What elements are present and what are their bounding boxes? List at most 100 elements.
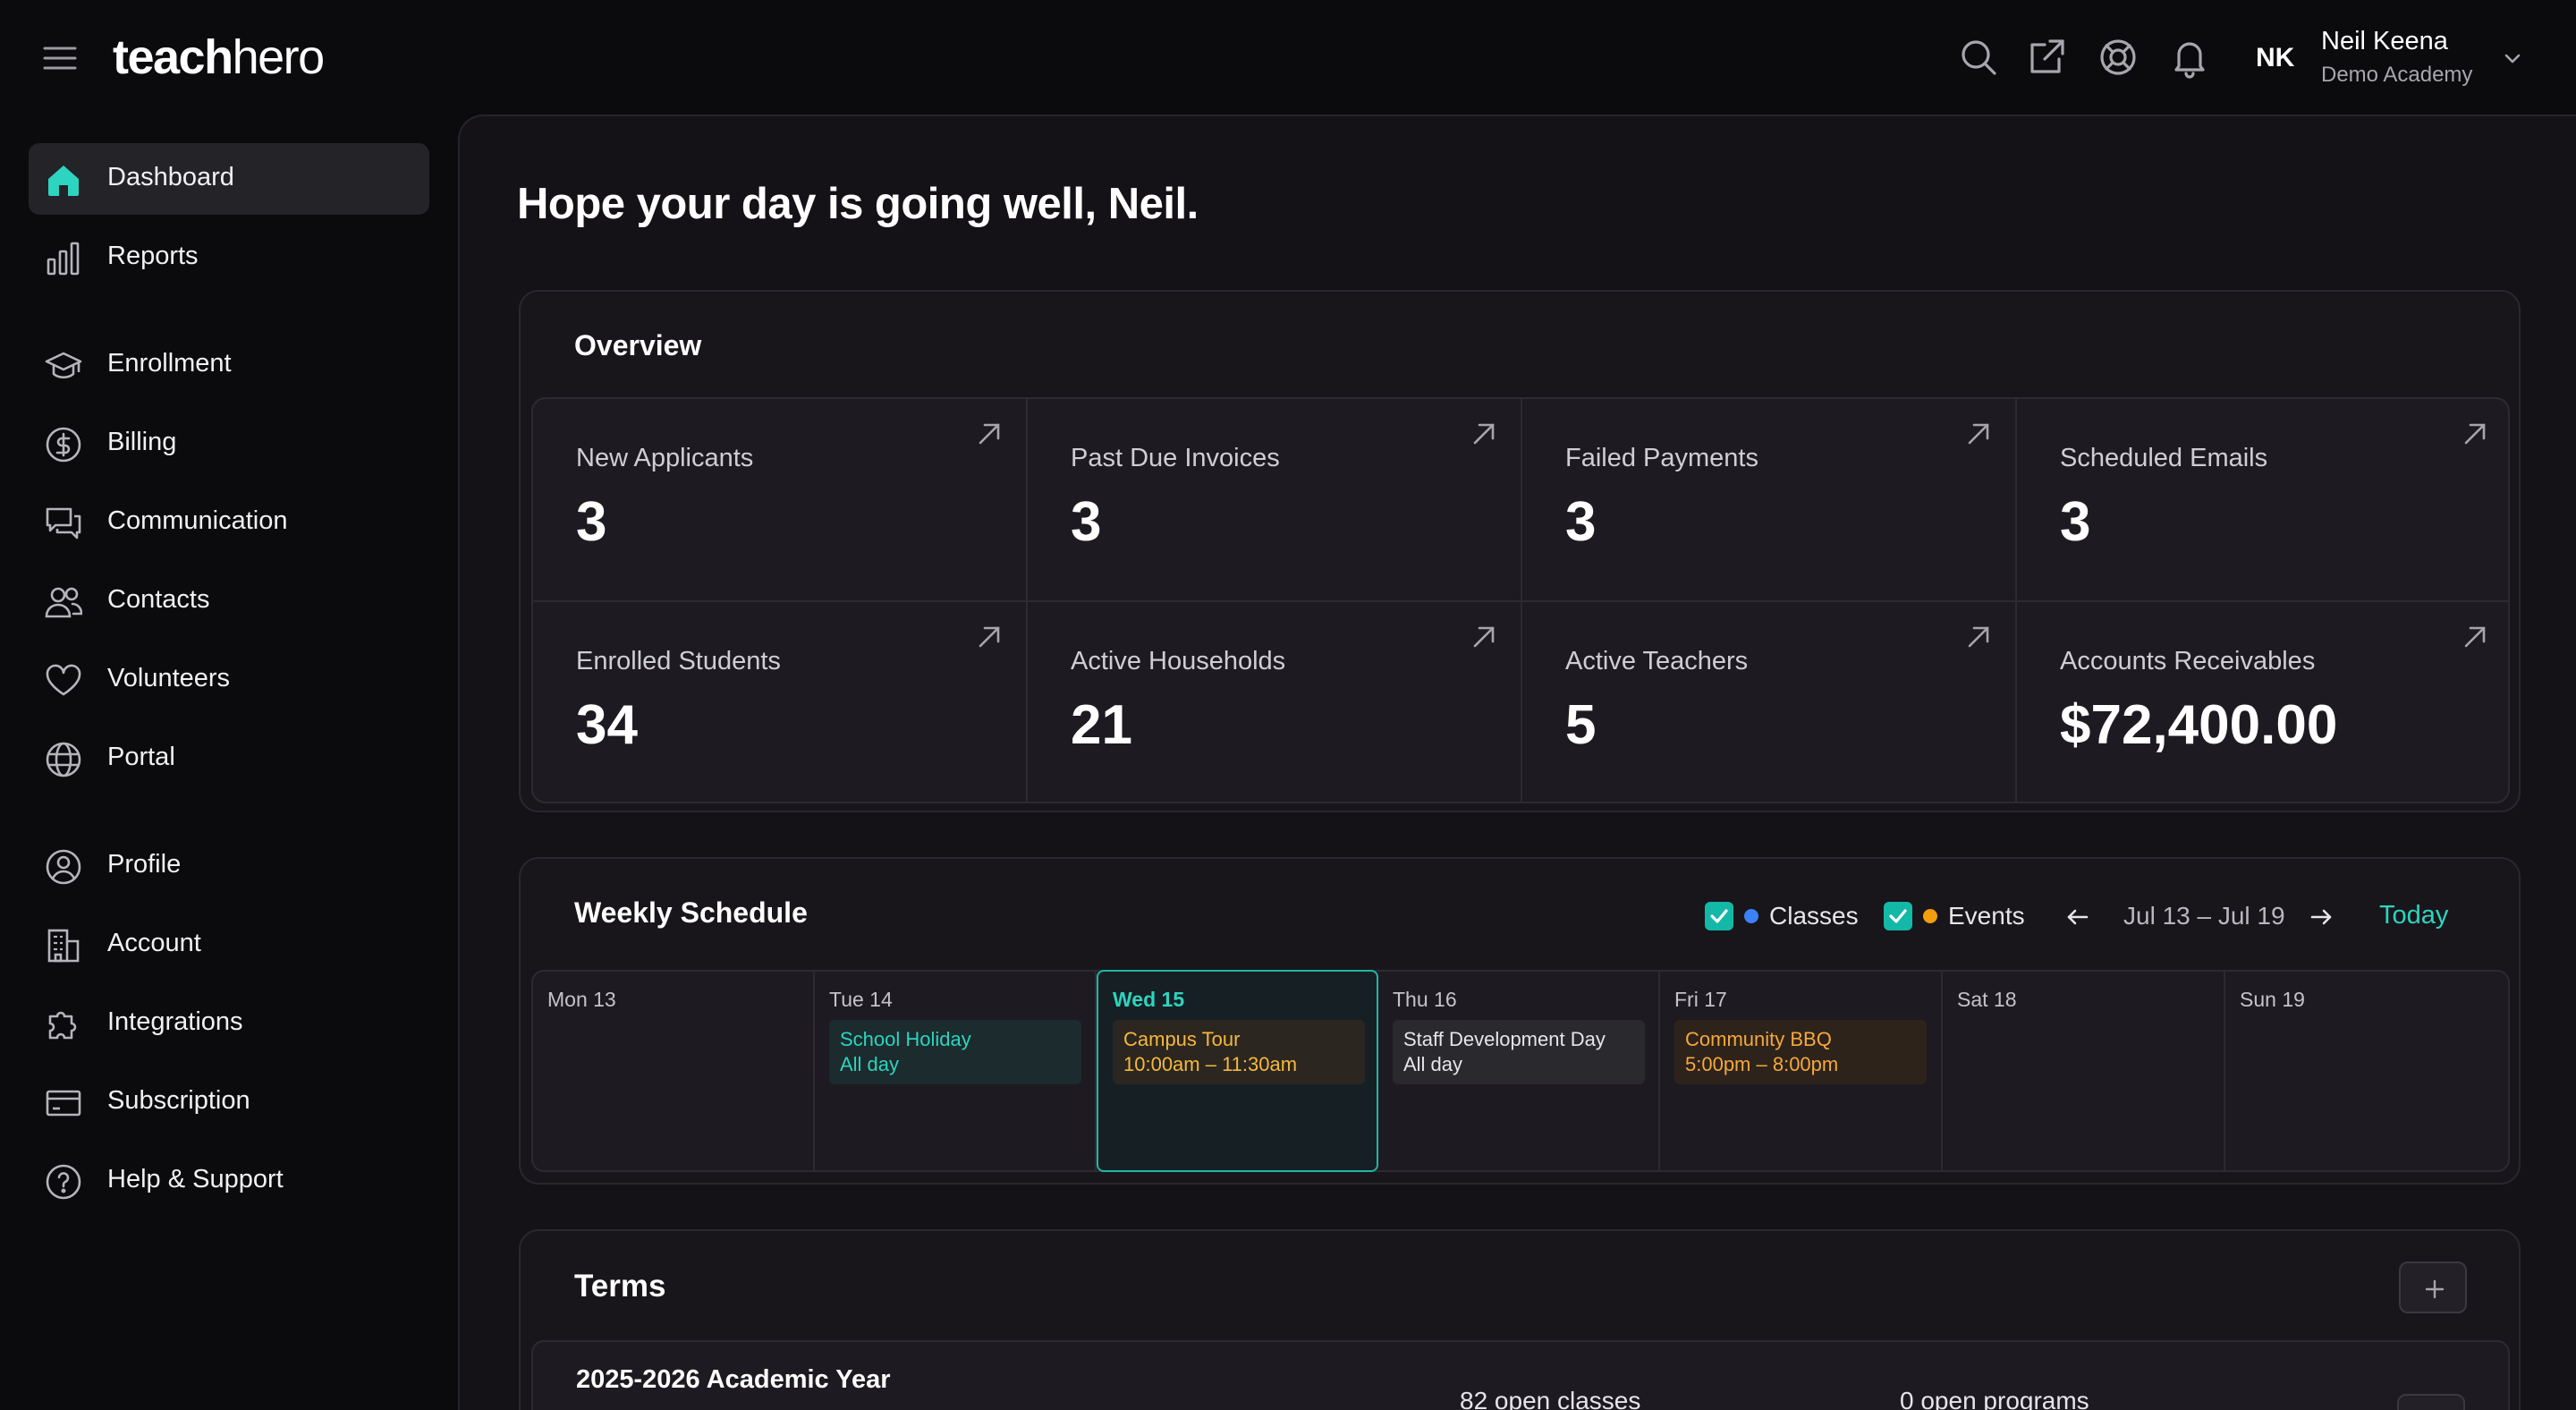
puzzle-icon	[45, 1006, 82, 1043]
sidebar-item-label: Reports	[107, 242, 199, 270]
user-organization: Demo Academy	[2321, 63, 2473, 87]
sidebar-item-volunteers[interactable]: Volunteers	[29, 644, 429, 716]
add-term-button[interactable]	[2399, 1261, 2467, 1313]
stat-label: Failed Payments	[1565, 444, 1758, 472]
chevron-down-icon[interactable]	[2501, 47, 2524, 70]
weekly-schedule-card: Weekly Schedule Classes Events Jul 13 – …	[519, 857, 2521, 1185]
app-logo[interactable]: teachhero	[113, 30, 325, 84]
stat-accounts-receivables[interactable]: Accounts Receivables $72,400.00	[2017, 602, 2508, 802]
day-tue-14[interactable]: Tue 14 School Holiday All day	[815, 972, 1097, 1170]
stat-value: 3	[1565, 491, 1597, 553]
globe-icon	[45, 741, 82, 778]
day-thu-16[interactable]: Thu 16 Staff Development Day All day	[1378, 972, 1660, 1170]
arrow-up-right-icon	[1470, 420, 1497, 447]
chat-bubbles-icon	[45, 505, 82, 542]
sidebar-item-label: Enrollment	[107, 349, 232, 378]
users-icon	[45, 583, 82, 621]
avatar[interactable]: NK	[2256, 43, 2295, 72]
event-community-bbq[interactable]: Community BBQ 5:00pm – 8:00pm	[1674, 1020, 1927, 1084]
sidebar-item-label: Account	[107, 929, 201, 957]
external-link-icon[interactable]	[2025, 36, 2068, 79]
sidebar-item-portal[interactable]: Portal	[29, 723, 429, 794]
stat-value: $72,400.00	[2060, 694, 2338, 756]
arrow-left-icon[interactable]	[2064, 904, 2091, 930]
arrow-up-right-icon	[1470, 624, 1497, 650]
sidebar-item-contacts[interactable]: Contacts	[29, 565, 429, 637]
event-campus-tour[interactable]: Campus Tour 10:00am – 11:30am	[1113, 1020, 1365, 1084]
event-title: Community BBQ	[1685, 1028, 1832, 1050]
classes-dot	[1744, 909, 1758, 923]
classes-checkbox[interactable]	[1705, 902, 1733, 930]
stat-label: Accounts Receivables	[2060, 647, 2316, 675]
overview-card: Overview New Applicants 3 Past Due Invoi…	[519, 290, 2521, 812]
events-checkbox[interactable]	[1884, 902, 1912, 930]
event-title: Campus Tour	[1123, 1028, 1241, 1050]
menu-icon[interactable]	[43, 45, 77, 72]
arrow-up-right-icon	[976, 420, 1003, 447]
arrow-up-right-icon	[2462, 624, 2488, 650]
events-legend-label: Events	[1948, 902, 2025, 930]
stat-scheduled-emails[interactable]: Scheduled Emails 3	[2017, 399, 2508, 602]
stat-value: 34	[576, 694, 638, 756]
arrow-right-icon[interactable]	[2308, 904, 2334, 930]
stat-past-due-invoices[interactable]: Past Due Invoices 3	[1028, 399, 1522, 602]
bar-chart-icon	[45, 240, 82, 277]
support-icon[interactable]	[2097, 36, 2140, 79]
stat-active-households[interactable]: Active Households 21	[1028, 602, 1522, 802]
event-school-holiday[interactable]: School Holiday All day	[829, 1020, 1081, 1084]
sidebar-item-dashboard[interactable]: Dashboard	[29, 143, 429, 215]
stat-value: 3	[1071, 491, 1102, 553]
sidebar-item-help-support[interactable]: Help & Support	[29, 1145, 429, 1217]
sidebar-item-label: Contacts	[107, 585, 210, 614]
day-fri-17[interactable]: Fri 17 Community BBQ 5:00pm – 8:00pm	[1660, 972, 1943, 1170]
today-button[interactable]: Today	[2379, 901, 2449, 930]
day-wed-15[interactable]: Wed 15 Campus Tour 10:00am – 11:30am	[1097, 970, 1378, 1172]
term-menu-button[interactable]	[2397, 1394, 2465, 1410]
user-name[interactable]: Neil Keena	[2321, 27, 2448, 55]
sidebar-item-label: Dashboard	[107, 163, 234, 191]
stat-label: Scheduled Emails	[2060, 444, 2268, 472]
user-circle-icon	[45, 848, 82, 886]
sidebar-item-billing[interactable]: Billing	[29, 408, 429, 480]
overview-grid: New Applicants 3 Past Due Invoices 3 Fai…	[531, 397, 2510, 803]
day-label: Sat 18	[1957, 988, 2017, 1011]
event-staff-development-day[interactable]: Staff Development Day All day	[1393, 1020, 1645, 1084]
sidebar-item-integrations[interactable]: Integrations	[29, 988, 429, 1059]
sidebar-item-communication[interactable]: Communication	[29, 487, 429, 558]
sidebar-item-label: Portal	[107, 743, 175, 771]
plus-icon	[2425, 1279, 2445, 1299]
page-title: Hope your day is going well, Neil.	[517, 180, 1199, 228]
day-mon-13[interactable]: Mon 13	[533, 972, 815, 1170]
stat-active-teachers[interactable]: Active Teachers 5	[1522, 602, 2017, 802]
arrow-up-right-icon	[1965, 420, 1992, 447]
day-label: Mon 13	[547, 988, 616, 1011]
stat-new-applicants[interactable]: New Applicants 3	[533, 399, 1028, 602]
term-name: 2025-2026 Academic Year	[576, 1365, 891, 1394]
stat-enrolled-students[interactable]: Enrolled Students 34	[533, 602, 1028, 802]
question-circle-icon	[45, 1163, 82, 1201]
stat-label: Past Due Invoices	[1071, 444, 1280, 472]
sidebar-item-subscription[interactable]: Subscription	[29, 1066, 429, 1138]
day-sat-18[interactable]: Sat 18	[1943, 972, 2225, 1170]
overview-title: Overview	[574, 329, 702, 361]
arrow-up-right-icon	[976, 624, 1003, 650]
event-title: Staff Development Day	[1403, 1028, 1606, 1050]
stat-failed-payments[interactable]: Failed Payments 3	[1522, 399, 2017, 602]
stat-value: 3	[2060, 491, 2091, 553]
search-icon[interactable]	[1957, 36, 2000, 79]
sidebar-item-account[interactable]: Account	[29, 909, 429, 981]
bell-icon[interactable]	[2168, 36, 2211, 79]
event-time: All day	[1403, 1053, 1463, 1075]
stat-value: 3	[576, 491, 607, 553]
day-label: Sun 19	[2240, 988, 2305, 1011]
term-row[interactable]: 2025-2026 Academic Year 82 open classes …	[531, 1340, 2510, 1410]
sidebar-item-profile[interactable]: Profile	[29, 830, 429, 902]
sidebar-item-reports[interactable]: Reports	[29, 222, 429, 293]
term-open-programs: 0 open programs	[1900, 1387, 2089, 1410]
event-time: All day	[840, 1053, 900, 1075]
sidebar-item-enrollment[interactable]: Enrollment	[29, 329, 429, 401]
day-sun-19[interactable]: Sun 19	[2225, 972, 2508, 1170]
classes-legend-label: Classes	[1769, 902, 1859, 930]
credit-card-icon	[45, 1084, 82, 1122]
sidebar-item-label: Profile	[107, 850, 182, 879]
